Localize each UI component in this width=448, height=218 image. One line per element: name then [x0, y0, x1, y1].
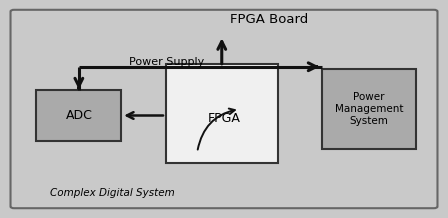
Bar: [36, 90, 121, 141]
Text: Complex Digital System: Complex Digital System: [50, 188, 175, 198]
Text: FPGA Board: FPGA Board: [229, 13, 308, 26]
Bar: [166, 63, 278, 163]
FancyBboxPatch shape: [10, 10, 438, 208]
Text: Power
Management
System: Power Management System: [335, 92, 403, 126]
Text: Power Supply: Power Supply: [129, 57, 204, 67]
Bar: [322, 69, 416, 149]
Text: FPGA: FPGA: [207, 112, 241, 125]
Text: ADC: ADC: [65, 109, 92, 122]
